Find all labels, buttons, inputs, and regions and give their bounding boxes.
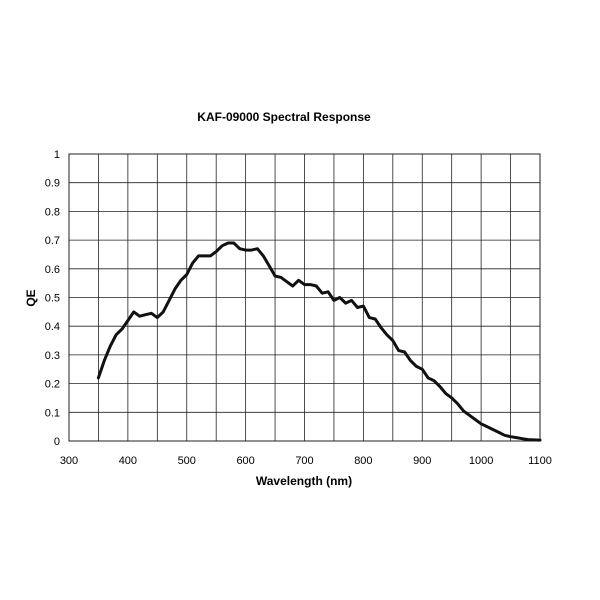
y-tick-label: 0.5 bbox=[45, 293, 60, 305]
y-tick-label: 0.3 bbox=[45, 350, 60, 362]
y-tick-label: 0.7 bbox=[45, 235, 60, 247]
y-axis-label: QE bbox=[24, 289, 38, 306]
y-tick-label: 0.6 bbox=[45, 264, 60, 276]
x-tick-label: 500 bbox=[178, 455, 196, 467]
y-tick-label: 0.9 bbox=[45, 178, 60, 190]
x-axis-label: Wavelength (nm) bbox=[256, 474, 352, 488]
x-tick-label: 900 bbox=[413, 455, 431, 467]
x-tick-labels: 300 400 500 600 700 800 900 1000 1100 bbox=[60, 455, 552, 467]
x-tick-label: 700 bbox=[295, 455, 313, 467]
x-tick-label: 300 bbox=[60, 455, 78, 467]
y-tick-labels: 0 0.1 0.2 0.3 0.4 0.5 0.6 0.7 0.8 0.9 1 bbox=[45, 149, 60, 448]
y-tick-label: 0.2 bbox=[45, 379, 60, 391]
y-tick-label: 0 bbox=[54, 436, 60, 448]
y-tick-label: 0.1 bbox=[45, 407, 60, 419]
y-tick-label: 0.8 bbox=[45, 206, 60, 218]
chart-title: KAF-09000 Spectral Response bbox=[197, 110, 371, 124]
y-tick-label: 0.4 bbox=[45, 321, 60, 333]
x-tick-label: 800 bbox=[354, 455, 372, 467]
x-tick-label: 400 bbox=[119, 455, 137, 467]
grid bbox=[69, 154, 540, 441]
x-tick-label: 600 bbox=[236, 455, 254, 467]
plot-frame bbox=[68, 153, 541, 442]
qe-series-line bbox=[96, 241, 542, 442]
x-tick-label: 1000 bbox=[469, 455, 493, 467]
y-tick-label: 1 bbox=[54, 149, 60, 161]
x-tick-label: 1100 bbox=[528, 455, 552, 467]
